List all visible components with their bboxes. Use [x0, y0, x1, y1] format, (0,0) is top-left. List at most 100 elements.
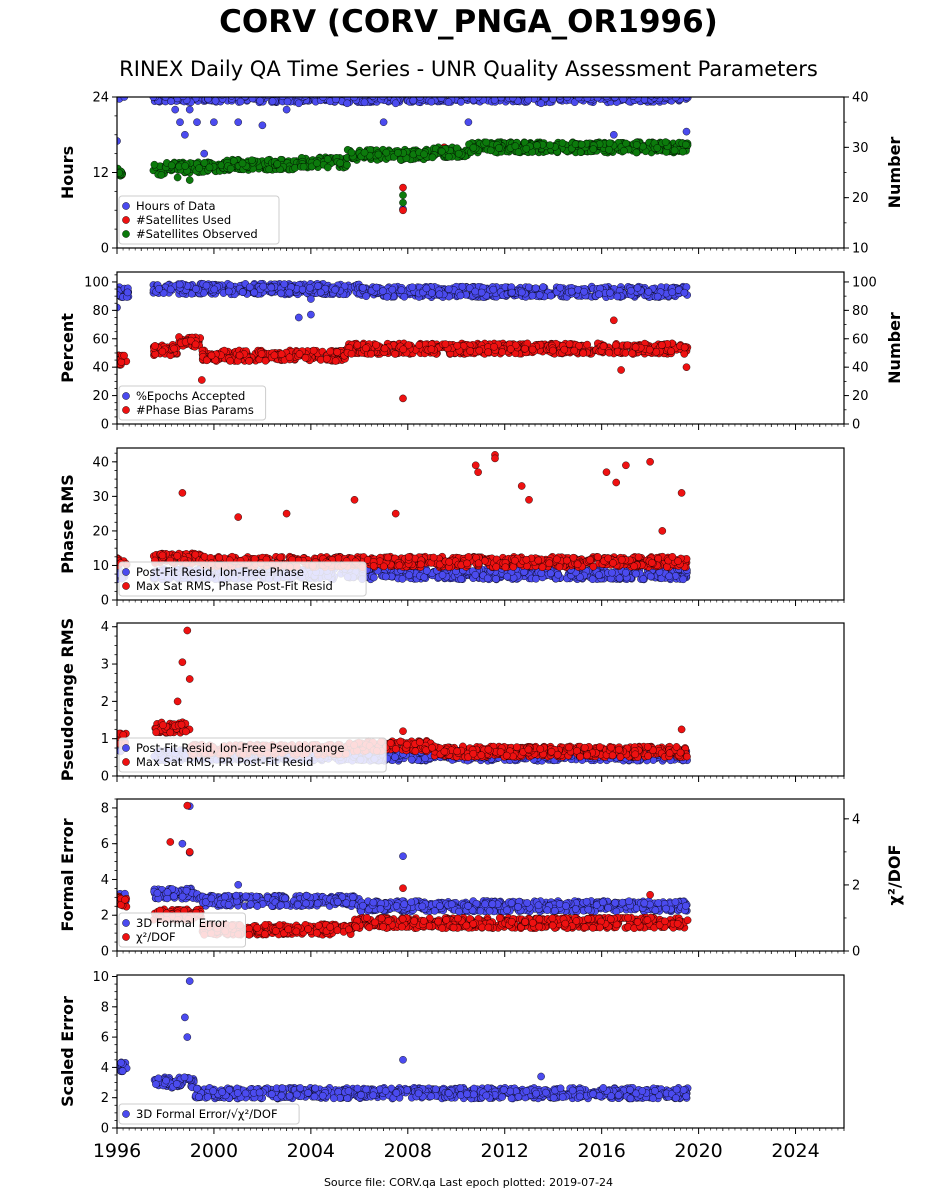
data-point — [218, 97, 227, 103]
data-point — [595, 571, 603, 579]
data-point — [197, 376, 206, 384]
y-right-tick-label: 0 — [852, 418, 860, 433]
data-point — [619, 88, 626, 95]
data-point — [605, 145, 613, 154]
y-right-tick-label: 40 — [852, 91, 869, 106]
data-point — [435, 89, 442, 96]
data-point — [399, 394, 407, 403]
data-point — [399, 191, 407, 199]
data-point — [623, 341, 632, 349]
data-point — [435, 290, 444, 299]
data-point — [535, 97, 540, 98]
data-point — [405, 571, 414, 579]
data-point — [254, 89, 261, 96]
data-point — [602, 97, 611, 101]
data-point — [554, 570, 562, 579]
data-point — [335, 97, 340, 98]
data-point — [213, 90, 220, 97]
data-point — [472, 89, 479, 96]
data-point — [249, 90, 256, 97]
data-point — [629, 89, 636, 96]
data-point — [202, 356, 211, 365]
data-point — [458, 282, 467, 291]
data-point — [369, 97, 377, 100]
data-point — [195, 164, 203, 172]
data-point — [298, 285, 307, 294]
data-point — [457, 98, 465, 106]
data-point — [480, 88, 487, 95]
data-point — [682, 140, 690, 149]
data-point — [506, 345, 515, 353]
data-point — [158, 551, 167, 560]
data-point — [261, 97, 264, 98]
data-point — [591, 88, 598, 95]
data-point — [563, 97, 568, 98]
data-point — [399, 198, 407, 207]
data-point — [316, 288, 325, 297]
data-point — [210, 118, 218, 126]
series-red — [117, 316, 692, 403]
data-point — [501, 89, 508, 96]
data-point — [642, 89, 649, 96]
data-point — [489, 285, 498, 294]
data-point — [416, 89, 423, 96]
data-point — [560, 345, 569, 354]
data-point — [665, 572, 674, 581]
data-point — [437, 97, 446, 102]
data-point — [556, 97, 564, 100]
data-point — [399, 206, 407, 215]
data-point — [404, 341, 413, 349]
data-point — [469, 143, 478, 152]
data-point — [473, 89, 480, 96]
data-point — [576, 89, 583, 96]
data-point — [524, 97, 533, 104]
data-point — [334, 88, 341, 95]
data-point — [165, 97, 168, 98]
data-point — [658, 89, 665, 96]
data-point — [171, 105, 179, 114]
data-point — [331, 357, 340, 365]
data-point — [200, 149, 208, 158]
y-tick-label: 40 — [92, 361, 109, 376]
data-point — [465, 284, 474, 292]
data-point — [528, 97, 532, 98]
data-point — [333, 97, 336, 98]
data-point — [207, 351, 216, 360]
data-point — [605, 139, 614, 147]
data-point — [639, 575, 648, 583]
data-point — [579, 349, 588, 358]
legend-marker — [122, 230, 130, 238]
data-point — [199, 289, 208, 297]
data-point — [573, 89, 580, 96]
data-point — [305, 89, 312, 96]
data-point — [571, 97, 575, 98]
data-point — [522, 88, 529, 95]
data-point — [454, 89, 461, 96]
data-point — [283, 97, 292, 106]
data-point — [444, 98, 453, 106]
data-point — [664, 97, 667, 98]
data-point — [241, 89, 248, 96]
data-point — [606, 288, 614, 297]
data-point — [170, 344, 178, 353]
data-point — [360, 98, 369, 107]
data-point — [653, 292, 662, 301]
y-right-tick-label: 20 — [852, 191, 869, 206]
data-point — [528, 291, 537, 300]
data-point — [532, 575, 540, 583]
data-point — [415, 341, 424, 349]
data-point — [448, 89, 455, 96]
data-point — [278, 97, 287, 101]
data-point — [427, 345, 436, 354]
data-point — [379, 118, 388, 126]
data-point — [604, 89, 611, 96]
data-point — [475, 89, 482, 96]
data-point — [514, 148, 523, 156]
data-point — [258, 121, 267, 130]
data-point — [645, 345, 654, 354]
data-point — [551, 88, 558, 95]
data-point — [547, 97, 552, 98]
data-point — [408, 283, 417, 292]
data-point — [652, 90, 659, 97]
